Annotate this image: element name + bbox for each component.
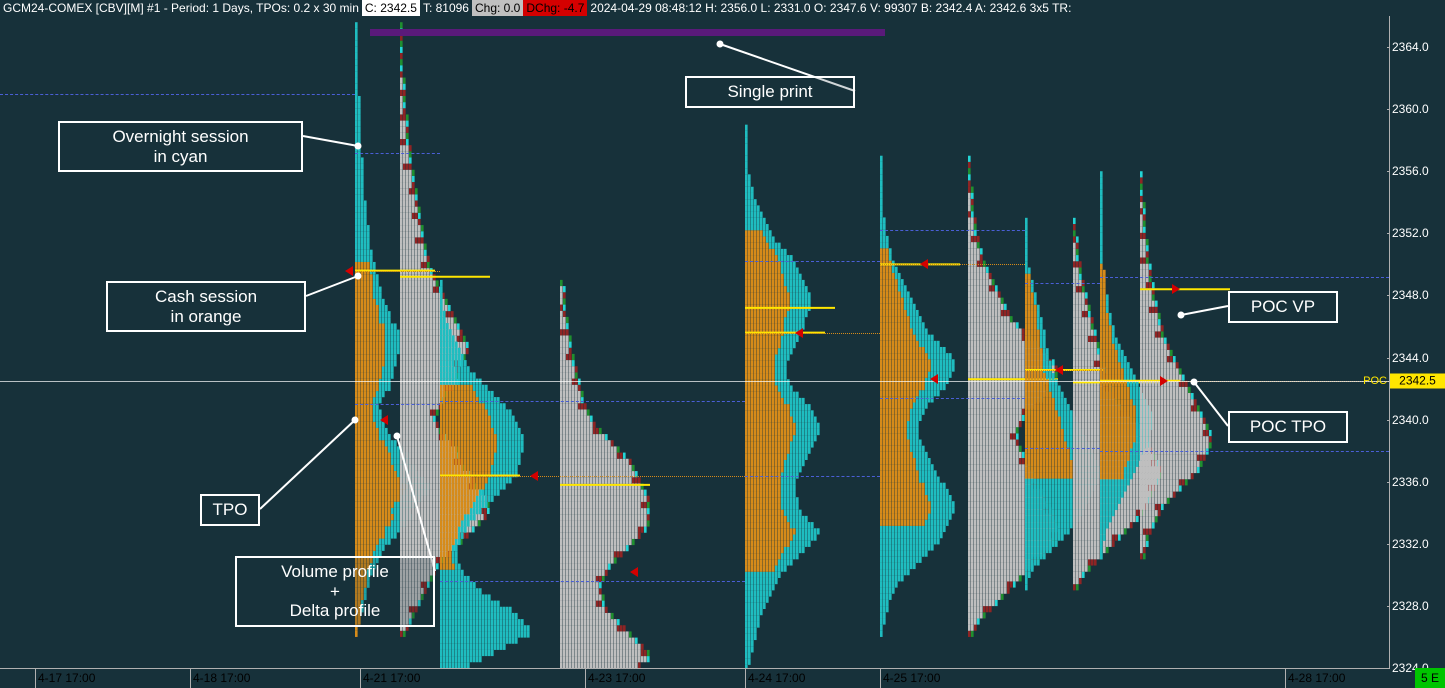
y-tick-label: 2340.0	[1392, 413, 1429, 427]
ohlc-rest: 2024-04-29 08:48:12 H: 2356.0 L: 2331.0 …	[587, 0, 1074, 16]
y-tick-label: 2344.0	[1392, 351, 1429, 365]
y-tick-label: 2332.0	[1392, 537, 1429, 551]
poc-axis-label: POC	[1363, 375, 1387, 387]
annotation-dot	[1191, 379, 1198, 386]
x-tick-label: 4-17 17:00	[35, 669, 95, 688]
x-tick-label: 4-24 17:00	[745, 669, 805, 688]
annotation-dot	[717, 41, 724, 48]
price-axis: 2324.02328.02332.02336.02340.02344.02348…	[1389, 16, 1445, 668]
value-area-line	[880, 230, 1025, 231]
value-area-line	[0, 94, 355, 95]
single-print-bar	[370, 29, 885, 36]
change-value: Chg: 0.0	[472, 0, 523, 16]
poc-arrow-icon	[795, 328, 803, 338]
poc-arrow-icon	[530, 471, 538, 481]
value-area-line	[1100, 451, 1389, 452]
dchange-value: DChg: -4.7	[523, 0, 587, 16]
poc-arrow-icon	[630, 567, 638, 577]
chart-header: GCM24-COMEX [CBV][M] #1 - Period: 1 Days…	[0, 0, 1445, 16]
value-area-line	[745, 261, 880, 262]
value-area-line	[355, 404, 440, 405]
poc-arrow-icon	[1055, 365, 1063, 375]
value-area-line	[1025, 283, 1100, 284]
annotation-callout: POC VP	[1228, 291, 1338, 323]
y-tick-label: 2328.0	[1392, 599, 1429, 613]
status-badge: 5 E	[1415, 668, 1445, 688]
y-tick-label: 2360.0	[1392, 102, 1429, 116]
poc-arrow-icon	[345, 266, 353, 276]
x-tick-label: 4-28 17:00	[1285, 669, 1345, 688]
value-area-line	[745, 476, 880, 477]
time-axis: 4-17 17:00 4-18 17:00 4-21 17:00 4-23 17:00…	[0, 668, 1389, 688]
annotation-dot	[1178, 312, 1185, 319]
poc-arrow-icon	[1172, 284, 1180, 294]
x-tick-label: 4-23 17:00	[585, 669, 645, 688]
poc-extension-line	[745, 333, 880, 334]
x-tick-label: 4-21 17:00	[360, 669, 420, 688]
y-tick-label: 2356.0	[1392, 164, 1429, 178]
poc-arrow-icon	[1160, 376, 1168, 386]
annotation-callout: Cash sessionin orange	[106, 281, 306, 332]
annotation-callout: POC TPO	[1228, 411, 1348, 443]
value-area-line	[1025, 448, 1100, 449]
annotation-dot	[355, 143, 362, 150]
trades-value: T: 81096	[420, 0, 472, 16]
poc-extension-line	[355, 271, 440, 272]
value-area-line	[440, 581, 745, 582]
annotation-dot	[352, 417, 359, 424]
tpo-profiles	[0, 16, 1389, 668]
x-tick-label: 4-25 17:00	[880, 669, 940, 688]
poc-arrow-icon	[380, 415, 388, 425]
value-area-line	[880, 398, 1025, 399]
annotation-callout: Overnight sessionin cyan	[58, 121, 303, 172]
y-tick-label: 2348.0	[1392, 288, 1429, 302]
instrument-label: GCM24-COMEX [CBV][M] #1 - Period: 1 Days…	[0, 0, 362, 16]
value-area-line	[355, 153, 440, 154]
annotation-dot	[355, 273, 362, 280]
annotation-callout: Single print	[685, 76, 855, 108]
y-tick-label: 2336.0	[1392, 475, 1429, 489]
x-tick-label: 4-18 17:00	[190, 669, 250, 688]
poc-arrow-icon	[920, 259, 928, 269]
current-price-line	[0, 381, 1389, 382]
value-area-line	[440, 401, 745, 402]
annotation-callout: TPO	[200, 494, 260, 526]
poc-extension-line	[880, 264, 1025, 265]
current-price-badge: 2342.5	[1390, 373, 1445, 388]
y-tick-label: 2352.0	[1392, 226, 1429, 240]
close-value: C: 2342.5	[362, 0, 420, 16]
annotation-callout: Volume profile+Delta profile	[235, 556, 435, 627]
value-area-line	[1100, 277, 1389, 278]
y-tick-label: 2364.0	[1392, 40, 1429, 54]
plot-area[interactable]: Overnight sessionin cyan Cash sessionin o…	[0, 16, 1389, 668]
annotation-dot	[394, 433, 401, 440]
poc-extension-line	[440, 476, 745, 477]
poc-arrow-icon	[930, 374, 938, 384]
